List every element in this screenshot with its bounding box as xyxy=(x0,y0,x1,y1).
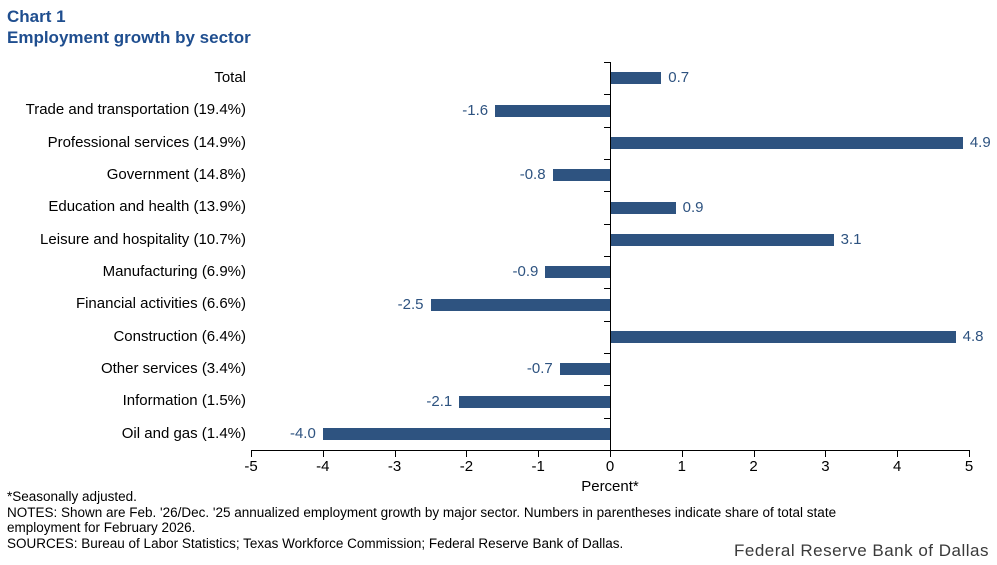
bar-value-label: -0.9 xyxy=(512,263,539,281)
bar xyxy=(611,136,963,149)
fed-dallas-wordmark: Federal Reserve Bank of Dallas xyxy=(733,541,989,560)
category-label: Other services (3.4%) xyxy=(100,360,246,377)
x-axis-tick xyxy=(681,450,683,457)
chart-number: Chart 1 xyxy=(7,7,66,26)
x-axis-tick-label: 4 xyxy=(893,458,902,475)
x-axis-tick-label: 0 xyxy=(605,458,615,475)
category-label: Financial activities (6.6%) xyxy=(75,295,246,313)
bar-value-label: -2.1 xyxy=(426,392,453,410)
footnote-notes-line-2: employment for February 2026. xyxy=(7,520,196,536)
y-axis-tick xyxy=(604,417,610,419)
bar-value-label: 4.8 xyxy=(962,327,984,345)
category-label: Leisure and hospitality (10.7%) xyxy=(40,230,246,248)
bar xyxy=(459,395,610,408)
y-axis-tick xyxy=(604,94,610,96)
y-axis-zero-line xyxy=(610,62,611,450)
x-axis-tick xyxy=(251,450,252,457)
chart-title: Employment growth by sector xyxy=(7,28,251,47)
x-axis-tick xyxy=(394,450,396,457)
category-label: Construction (6.4%) xyxy=(113,327,246,345)
footnote-sources: SOURCES: Bureau of Labor Statistics; Tex… xyxy=(7,536,624,552)
y-axis-tick xyxy=(604,353,610,354)
bar-value-label: -0.8 xyxy=(519,166,546,184)
bar-value-label: 0.7 xyxy=(668,69,690,87)
y-axis-tick xyxy=(604,385,610,387)
bar xyxy=(611,201,676,214)
category-label: Professional services (14.9%) xyxy=(47,133,246,151)
x-axis-tick xyxy=(466,450,468,457)
x-axis-label: Percent* xyxy=(581,478,639,495)
category-label: Oil and gas (1.4%) xyxy=(121,424,246,442)
bar xyxy=(611,233,834,246)
category-label: Information (1.5%) xyxy=(122,392,246,410)
bar-value-label: 3.1 xyxy=(840,230,862,248)
footnote-seasonally-adjusted: *Seasonally adjusted. xyxy=(7,489,137,504)
bar-value-label: -2.5 xyxy=(397,295,424,313)
bar xyxy=(559,363,610,376)
x-axis-tick xyxy=(538,450,540,457)
x-axis-tick-label: -5 xyxy=(244,458,258,475)
category-label: Education and health (13.9%) xyxy=(48,198,246,216)
x-axis-tick xyxy=(322,450,324,457)
x-axis-tick-label: 5 xyxy=(964,458,974,475)
bar-value-label: -4.0 xyxy=(289,424,316,442)
bar-value-label: -1.6 xyxy=(462,101,489,119)
bar xyxy=(545,266,610,279)
y-axis-tick xyxy=(604,62,610,63)
footnote-notes-line-1: NOTES: Shown are Feb. '26/Dec. '25 annua… xyxy=(7,504,837,520)
x-axis-tick-label: 1 xyxy=(677,458,686,475)
bar xyxy=(430,298,610,311)
x-axis-tick-label: -4 xyxy=(316,458,330,475)
category-label: Manufacturing (6.9%) xyxy=(102,263,246,280)
y-axis-tick xyxy=(604,223,610,225)
bar xyxy=(611,330,956,343)
y-axis-tick xyxy=(604,288,610,290)
y-axis-tick xyxy=(604,256,610,257)
y-axis-tick xyxy=(604,126,610,128)
y-axis-tick xyxy=(604,320,610,322)
x-axis-tick-label: 3 xyxy=(821,458,830,475)
bar-value-label: 0.9 xyxy=(682,198,704,216)
x-axis-tick xyxy=(753,450,755,457)
x-axis-tick-label: -2 xyxy=(459,458,474,475)
category-label: Trade and transportation (19.4%) xyxy=(25,101,246,119)
x-axis-tick-label: -1 xyxy=(531,458,545,475)
bar xyxy=(495,104,610,117)
category-label: Government (14.8%) xyxy=(106,166,246,183)
x-axis-tick-label: -3 xyxy=(387,458,402,475)
bar xyxy=(611,72,662,85)
x-axis-tick xyxy=(897,450,899,457)
category-label: Total xyxy=(214,69,246,86)
bar xyxy=(552,169,610,182)
bar xyxy=(322,427,610,440)
chart-header: Chart 1 Employment growth by sector xyxy=(7,6,251,48)
x-axis-tick-label: 2 xyxy=(749,458,758,475)
bar-value-label: 4.9 xyxy=(969,133,991,151)
y-axis-tick xyxy=(604,159,610,160)
x-axis-tick xyxy=(825,450,827,457)
x-axis-tick xyxy=(610,450,611,457)
bar-value-label: -0.7 xyxy=(526,360,553,378)
x-axis-tick xyxy=(969,450,970,457)
footnotes-block: *Seasonally adjusted. NOTES: Shown are F… xyxy=(7,489,836,552)
y-axis-tick xyxy=(604,191,610,193)
